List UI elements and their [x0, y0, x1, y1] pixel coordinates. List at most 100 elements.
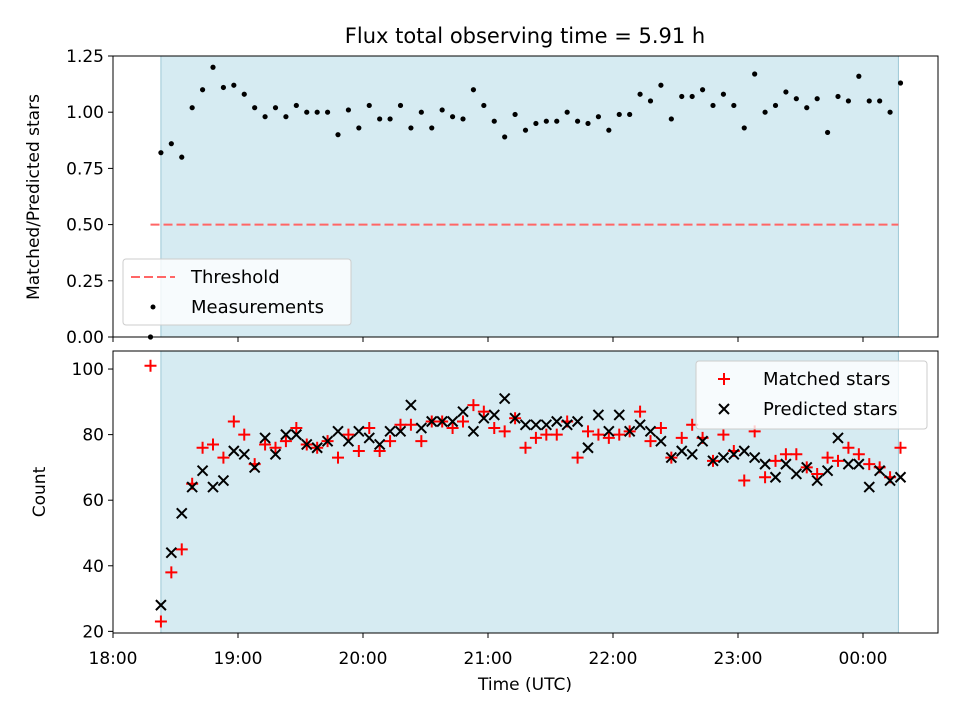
- matched-star-point: [384, 435, 397, 448]
- measurement-point: [189, 105, 195, 111]
- measurement-point: [220, 84, 227, 91]
- top-x-ticks: [112, 337, 864, 342]
- predicted-star-point: [884, 474, 896, 487]
- matched-star-point: [852, 448, 865, 461]
- measurement-point: [366, 102, 372, 109]
- matched-star-point: [759, 471, 772, 484]
- top-y-tick-label: 1.25: [66, 47, 104, 67]
- predicted-star-point: [446, 415, 459, 428]
- predicted-star-point: [613, 409, 625, 421]
- measurement-point: [252, 105, 258, 111]
- predicted-star-point: [780, 458, 792, 470]
- measurement-point: [606, 127, 612, 133]
- measurement-point: [668, 116, 674, 122]
- predicted-star-point: [821, 464, 834, 477]
- measurement-point: [814, 96, 820, 102]
- measurement-point: [762, 109, 768, 115]
- measurement-point: [387, 116, 393, 122]
- measurement-point: [335, 132, 341, 138]
- matched-star-point: [467, 399, 480, 412]
- top-y-tick-label: 0.00: [66, 328, 104, 348]
- predicted-star-point: [551, 415, 563, 428]
- matched-star-point: [894, 441, 907, 454]
- predicted-star-point: [384, 425, 396, 438]
- measurement-point: [179, 154, 185, 160]
- matched-star-point: [498, 425, 511, 438]
- predicted-star-point: [665, 451, 678, 464]
- measurement-point: [741, 125, 747, 131]
- matched-star-point: [675, 431, 688, 444]
- matched-star-point: [832, 454, 844, 467]
- matched-star-point: [207, 438, 219, 451]
- measurement-point: [627, 111, 633, 118]
- measurement-point: [835, 93, 841, 100]
- top-y-tick-label: 1.00: [66, 103, 104, 123]
- predicted-star-point: [436, 415, 448, 428]
- matched-star-point: [446, 422, 459, 435]
- measurement-point: [877, 98, 883, 104]
- predicted-star-point: [853, 458, 865, 470]
- matched-star-point: [196, 441, 209, 454]
- matched-star-point: [738, 474, 751, 487]
- measurement-point: [595, 114, 602, 120]
- x-axis-label: Time (UTC): [477, 675, 572, 695]
- predicted-star-point: [509, 412, 521, 424]
- measurement-point: [856, 73, 862, 79]
- measurement-point: [710, 102, 716, 109]
- bottom-y-tick-label: 100: [72, 360, 104, 380]
- predicted-star-point: [280, 428, 292, 441]
- bottom-panel: 20 40 60 80 100 18:00 19:00 20:00 21:00 22:00 23:…: [30, 350, 939, 695]
- legend-matched-label: Matched stars: [763, 369, 890, 390]
- predicted-star-point: [540, 419, 553, 431]
- matched-star-point: [165, 566, 178, 579]
- top-y-tick-label: 0.25: [66, 272, 104, 292]
- x-tick-label: 21:00: [464, 649, 513, 669]
- matched-star-point: [634, 405, 647, 418]
- predicted-star-point: [363, 432, 375, 444]
- measurement-point: [564, 109, 570, 115]
- predicted-star-point: [426, 415, 438, 428]
- measurement-point: [616, 111, 622, 118]
- measurement-point: [897, 80, 904, 86]
- matched-star-point: [863, 458, 876, 471]
- matched-star-point: [217, 451, 230, 464]
- matched-star-point: [457, 415, 469, 428]
- matched-star-point: [790, 448, 803, 461]
- top-axes-frame: [112, 55, 939, 338]
- matched-star-point: [769, 454, 782, 467]
- measurement-point: [262, 114, 268, 120]
- measurement-point: [887, 109, 893, 115]
- matched-star-point: [342, 428, 355, 441]
- matched-star-point: [529, 431, 542, 444]
- predicted-star-point: [582, 442, 594, 454]
- predicted-star-point: [592, 409, 605, 421]
- matched-star-point: [842, 441, 855, 454]
- matched-star-point: [488, 422, 501, 435]
- bottom-y-tick-label: 60: [82, 491, 104, 511]
- predicted-star-point: [321, 435, 334, 447]
- measurement-point: [783, 89, 789, 95]
- matched-star-point: [363, 422, 376, 435]
- x-tick-label: 00:00: [839, 649, 888, 669]
- legend-measurement-label: Measurements: [191, 297, 324, 318]
- matched-star-point: [602, 431, 615, 444]
- predicted-star-point: [603, 425, 615, 438]
- measurement-point: [752, 71, 758, 77]
- legend-threshold-label: Threshold: [190, 267, 280, 288]
- measurement-point: [554, 118, 560, 124]
- matched-star-point: [592, 428, 605, 441]
- predicted-star-point: [155, 599, 167, 611]
- matched-star-point: [613, 428, 626, 441]
- measurement-point: [679, 93, 685, 100]
- measurement-point: [533, 120, 539, 127]
- matched-star-point: [227, 415, 240, 428]
- predicted-star-point: [894, 471, 907, 483]
- predicted-star-point: [676, 445, 688, 457]
- measurement-point: [293, 102, 299, 109]
- matched-star-point: [550, 428, 563, 441]
- measurement-point: [168, 141, 174, 147]
- measurement-point: [439, 107, 445, 113]
- predicted-star-point: [269, 448, 282, 460]
- bottom-y-axis-label: Count: [30, 466, 50, 517]
